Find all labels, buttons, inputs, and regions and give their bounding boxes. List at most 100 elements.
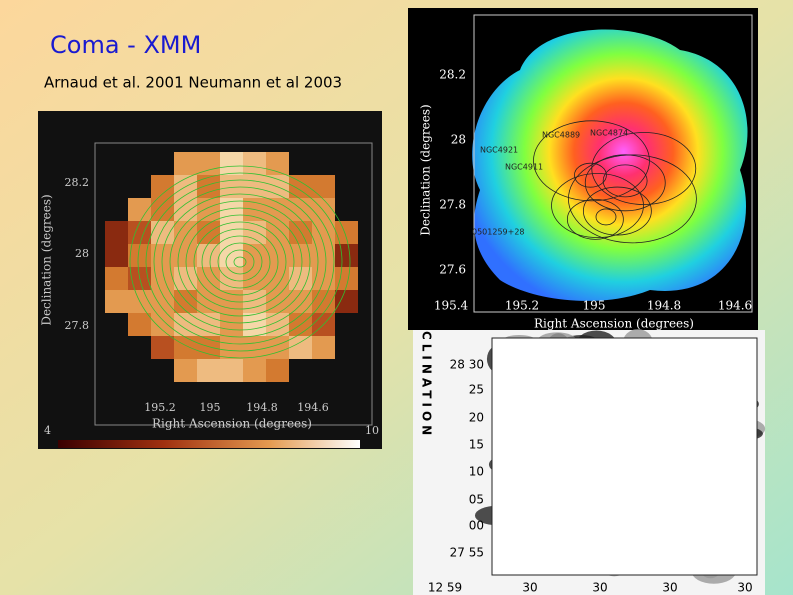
heat-cell: [289, 267, 312, 290]
heat-cell: [312, 244, 335, 267]
y-tick-label: 10: [469, 465, 484, 479]
contour: [582, 186, 652, 236]
y-tick-label: 28: [75, 247, 89, 260]
y-tick-label: 00: [469, 519, 484, 533]
contour: [595, 208, 617, 226]
heat-cell: [243, 359, 266, 382]
y-tick-label: 28: [451, 133, 466, 147]
heat-cell: [128, 198, 151, 221]
x-tick-label: 195: [583, 299, 606, 313]
heat-cell: [243, 267, 266, 290]
contour: [533, 120, 650, 202]
source-label: NGC4874: [590, 129, 628, 138]
heat-cell: [197, 267, 220, 290]
heat-cell: [151, 175, 174, 198]
heat-cell: [220, 244, 243, 267]
heat-cell: [105, 290, 128, 313]
heat-cell: [197, 244, 220, 267]
heat-cell: [243, 221, 266, 244]
xray-image: [472, 29, 748, 301]
plot-frame: [94, 142, 373, 426]
x-tick-label: 30: [662, 581, 677, 595]
heat-cell: [266, 267, 289, 290]
slide-subtitle: Arnaud et al. 2001 Neumann et al 2003: [44, 74, 342, 92]
heat-cell: [151, 290, 174, 313]
x-tick-label: 30: [522, 581, 537, 595]
x-tick-label: 195.2: [144, 401, 176, 414]
heat-cell: [174, 359, 197, 382]
heat-cell: [243, 336, 266, 359]
heat-cell: [335, 290, 358, 313]
y-tick-label: 25: [469, 383, 484, 397]
contour: [568, 154, 697, 244]
contour: [185, 214, 295, 310]
heat-cell: [197, 152, 220, 175]
heat-cell: [174, 244, 197, 267]
heat-cell: [174, 336, 197, 359]
heat-cell: [174, 152, 197, 175]
x-tick-label: 194.6: [297, 401, 329, 414]
x-axis-label: Right Ascension (degrees): [534, 317, 694, 331]
x-tick-label: 30: [737, 581, 752, 595]
heat-cell: [174, 198, 197, 221]
contour: [574, 162, 607, 188]
heat-cell: [197, 198, 220, 221]
heat-cell: [220, 267, 243, 290]
heat-cell: [197, 359, 220, 382]
source-label: NGC4921: [480, 146, 518, 155]
heat-cell: [312, 290, 335, 313]
x-tick-label: 195.2: [505, 299, 539, 313]
y-tick-label: 27 55: [450, 546, 484, 560]
heat-cell: [105, 244, 128, 267]
heat-cell: [197, 175, 220, 198]
heat-cell: [289, 336, 312, 359]
heat-cell: [266, 336, 289, 359]
heat-cell: [151, 221, 174, 244]
heat-cell: [197, 336, 220, 359]
y-tick-label: 28 30: [450, 358, 484, 372]
contour: [217, 242, 263, 282]
heat-cell: [289, 244, 312, 267]
x-tick-label: 12 59: [428, 581, 462, 595]
heat-cell: [220, 336, 243, 359]
heat-cell: [266, 152, 289, 175]
heat-cell: [151, 198, 174, 221]
colorbar: [58, 440, 360, 448]
heat-cell: [289, 221, 312, 244]
contour: [129, 165, 351, 359]
heat-cell: [266, 198, 289, 221]
heat-cell: [312, 198, 335, 221]
x-tick-label: 195: [200, 401, 221, 414]
contour: [145, 179, 335, 345]
contour: [177, 207, 303, 317]
contour: [161, 193, 319, 331]
y-tick-label: 27.8: [439, 198, 466, 212]
heat-cell: [151, 313, 174, 336]
heat-cell: [266, 290, 289, 313]
source-label: NGC4911: [505, 163, 543, 172]
heat-cell: [174, 313, 197, 336]
heat-cell: [335, 267, 358, 290]
heat-cell: [289, 198, 312, 221]
colorbar-label: 10: [365, 424, 379, 437]
heat-cell: [312, 336, 335, 359]
source-label: NGC4889: [542, 131, 580, 140]
heat-cell: [151, 267, 174, 290]
plot-frame: [491, 337, 758, 576]
heat-cell: [289, 175, 312, 198]
y-tick-label: 27.8: [65, 319, 90, 332]
heat-cell: [128, 313, 151, 336]
heat-cell: [105, 221, 128, 244]
contour: [566, 198, 624, 240]
contour: [137, 172, 343, 352]
x-tick-label: 194.6: [718, 299, 752, 313]
x-tick-label: 194.8: [246, 401, 278, 414]
heat-cell: [151, 336, 174, 359]
heat-cell: [289, 290, 312, 313]
y-axis-label: DECLINATION: [420, 305, 434, 439]
contour: [193, 221, 287, 303]
heat-cell: [335, 244, 358, 267]
x-tick-label: 194.8: [647, 299, 681, 313]
